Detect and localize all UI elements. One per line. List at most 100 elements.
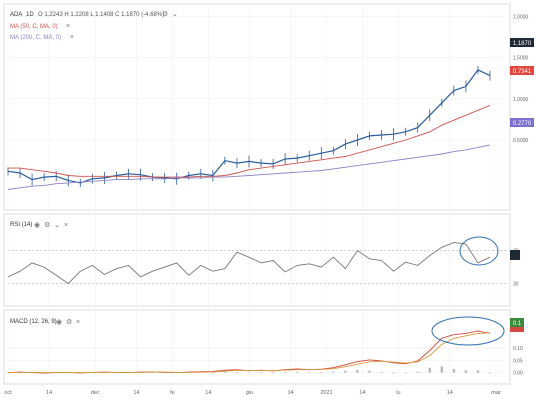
macd-histogram-bar — [247, 372, 251, 374]
macd-histogram-bar — [488, 372, 492, 374]
price-last-tag: 1.1870 — [510, 38, 534, 47]
macd-histogram-bar — [332, 371, 335, 373]
macd-histogram-bar — [6, 372, 10, 374]
y-tick-label: 1.5000 — [513, 56, 529, 62]
chevron-down-icon[interactable]: ⌄ — [54, 222, 60, 229]
x-tick-label: 14 — [205, 390, 211, 396]
x-tick-label: 14 — [359, 390, 365, 396]
legend-ma200: MA (200, C, MA, 0) — [10, 35, 61, 41]
y-tick-label: 0.5000 — [513, 138, 529, 144]
ma200-last-tag-text: 0.2770 — [513, 121, 532, 127]
ma50-last-tag-bg — [510, 66, 534, 75]
macd-histogram-bar — [296, 371, 299, 373]
legend-ma50: MA (50, C, MA, 0) — [10, 24, 58, 30]
settings-icon[interactable]: ⚙ — [162, 10, 168, 18]
signal-line — [8, 332, 491, 374]
macd-legend: MACD (12, 26, 9) ◉ ⚙ × — [10, 318, 80, 326]
axis-labels: 2.00001.50001.00000.500070300.100.050.00… — [4, 14, 528, 396]
close-icon[interactable]: × — [66, 23, 70, 30]
x-tick-label: dec — [91, 390, 100, 396]
macd-histogram-bar — [404, 372, 407, 374]
y-tick-label: 0.00 — [513, 371, 523, 377]
macd-histogram-bar — [344, 370, 347, 373]
macd-histogram-bar — [308, 372, 311, 374]
macd-histogram-bar — [271, 372, 275, 374]
macd-histogram-bar — [320, 372, 323, 373]
macd-histogram-bar — [211, 372, 215, 373]
macd-last-tag: 0.1 — [510, 318, 524, 332]
eye-icon[interactable]: ◉ — [56, 319, 62, 326]
x-tick-label: fe — [170, 390, 175, 396]
macd-histogram-bar — [440, 366, 443, 373]
macd-histogram-bar — [223, 371, 227, 373]
close-icon[interactable]: × — [64, 222, 68, 229]
price-last-tag-text: 1.1870 — [513, 41, 532, 47]
macd-histogram-bar — [151, 372, 154, 373]
macd-histogram-bar — [163, 372, 166, 374]
ma200-line — [7, 144, 491, 190]
rsi-label: RSI (14) — [10, 222, 32, 228]
rsi-legend: RSI (14) ◉ ⚙ ⌄ × — [10, 221, 68, 229]
price-series-layer — [7, 65, 491, 190]
x-tick-label: 14 — [287, 390, 293, 396]
macd-series-layer — [6, 330, 492, 374]
x-tick-label: lu — [396, 390, 400, 396]
price-last-tag-bg — [510, 38, 534, 47]
x-tick-label: 14 — [447, 390, 453, 396]
rsi-highlight-ellipse — [459, 236, 499, 266]
macd-histogram-bar — [356, 369, 359, 373]
x-tick-label: 14 — [133, 390, 139, 396]
macd-histogram-bar — [380, 372, 383, 373]
macd-histogram-bar — [428, 367, 431, 373]
rsi-last-tag — [510, 250, 520, 260]
ma50-last-tag-text: 0.7341 — [513, 69, 532, 75]
macd-histogram-bar — [235, 371, 239, 373]
macd-histogram-bar — [368, 370, 371, 373]
rsi-line — [7, 241, 491, 285]
macd-histogram-bar — [115, 372, 118, 374]
macd-last-tag-bg-red — [510, 327, 524, 332]
ma200-last-tag: 0.2770 — [510, 118, 534, 127]
ma50-line — [8, 104, 491, 178]
macd-highlight-ellipse — [431, 316, 505, 346]
settings-icon[interactable]: ⚙ — [66, 318, 72, 326]
rsi-series-layer — [7, 241, 491, 285]
macd-histogram-bar — [476, 370, 480, 373]
macd-last-tag-text: 0.1 — [513, 321, 522, 327]
ma200-last-tag-bg — [510, 118, 534, 127]
macd-histogram-bar — [452, 368, 456, 373]
rsi-last-tag-bg — [510, 250, 520, 260]
y-tick-label: 1.0000 — [513, 97, 529, 103]
settings-icon[interactable]: ⚙ — [44, 221, 50, 229]
y-tick-label: 2.0000 — [513, 14, 529, 20]
macd-label: MACD (12, 26, 9) — [10, 319, 57, 325]
macd-histogram-bar — [416, 371, 419, 373]
price-legend: ADA 1D O 1.2243 H 1.2208 L 1.1408 C 1.18… — [10, 10, 178, 41]
x-tick-label: 14 — [46, 390, 52, 396]
macd-histogram-bar — [283, 372, 287, 373]
macd-histogram-bar — [464, 370, 468, 373]
grid-lines — [7, 8, 508, 380]
y-tick-label: 0.10 — [513, 346, 523, 352]
macd-histogram-bar — [259, 372, 263, 373]
y-tick-label: 0.05 — [513, 358, 523, 364]
ma50-last-tag: 0.7341 — [510, 66, 534, 75]
legend-interval: 1D — [26, 12, 34, 18]
chevron-down-icon[interactable]: ⌄ — [172, 11, 178, 18]
macd-last-tag-bg — [510, 318, 524, 327]
x-tick-label: oct — [4, 390, 12, 396]
x-tick-label: 2021 — [320, 390, 332, 396]
close-icon[interactable]: × — [76, 319, 80, 326]
x-tick-label: mar — [491, 390, 501, 396]
rsi-pane — [3, 213, 511, 307]
legend-ohlc: O 1.2243 H 1.2208 L 1.1408 C 1.1870 (-4.… — [38, 12, 164, 18]
macd-pane — [3, 309, 511, 385]
close-icon[interactable]: × — [70, 34, 74, 41]
legend-symbol: ADA — [10, 12, 22, 18]
eye-icon[interactable]: ◉ — [34, 222, 40, 229]
x-tick-label: giu — [246, 390, 253, 396]
y-tick-label: 30 — [513, 282, 519, 288]
price-pane — [3, 3, 511, 211]
